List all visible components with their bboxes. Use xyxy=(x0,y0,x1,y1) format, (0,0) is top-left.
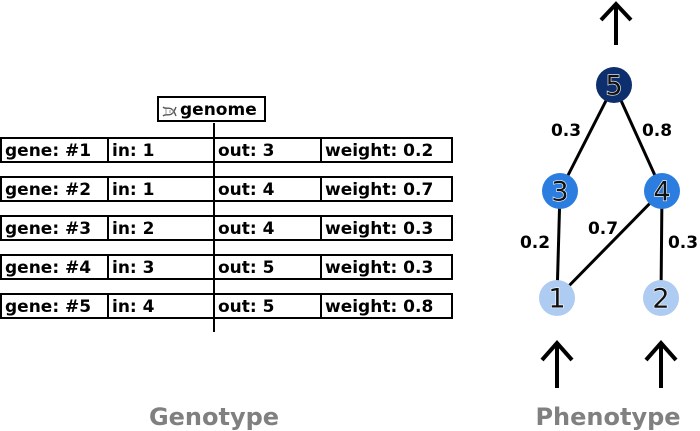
gene-cell-in: in: 1 xyxy=(112,180,154,200)
node-label: 5 xyxy=(605,71,622,102)
gene-cell-weight: weight: 0.8 xyxy=(325,297,433,317)
gene-cell-weight: weight: 0.2 xyxy=(325,141,433,161)
gene-cell-gene: gene: #5 xyxy=(5,297,91,317)
genome-label: genome xyxy=(180,100,257,120)
gene-cell-in: in: 4 xyxy=(112,297,155,317)
node-3: 3 xyxy=(542,173,578,209)
gene-cell-out: out: 5 xyxy=(218,258,274,278)
gene-cell-in: in: 1 xyxy=(112,141,154,161)
genotype-caption: Genotype xyxy=(149,403,279,431)
network-edges: 0.2 0.7 0.3 0.3 0.8 xyxy=(520,84,698,300)
edge-weight-label: 0.3 xyxy=(668,233,698,253)
input-arrow-icon-2 xyxy=(644,339,678,388)
edge-weight-label: 0.2 xyxy=(520,233,550,253)
edge-weight-label: 0.7 xyxy=(588,219,618,239)
gene-cell-gene: gene: #3 xyxy=(5,219,91,239)
gene-cell-gene: gene: #2 xyxy=(5,180,91,200)
node-label: 2 xyxy=(652,284,669,315)
gene-cell-out: out: 4 xyxy=(218,180,275,200)
node-5: 5 xyxy=(596,67,632,103)
input-arrow-icon-1 xyxy=(540,339,574,388)
node-1: 1 xyxy=(539,280,575,316)
gene-cell-weight: weight: 0.7 xyxy=(325,180,433,200)
node-4: 4 xyxy=(644,173,680,209)
gene-row: gene: #3 in: 2 out: 4 weight: 0.3 xyxy=(0,215,453,241)
gene-cell-gene: gene: #1 xyxy=(5,141,91,161)
node-2: 2 xyxy=(643,280,679,316)
edge-3-5 xyxy=(558,84,616,192)
node-label: 1 xyxy=(548,284,565,315)
phenotype-caption: Phenotype xyxy=(535,403,680,431)
gene-cell-out: out: 4 xyxy=(218,219,275,239)
gene-cell-weight: weight: 0.3 xyxy=(325,219,433,239)
gene-row: gene: #2 in: 1 out: 4 weight: 0.7 xyxy=(0,176,453,202)
edge-weight-label: 0.3 xyxy=(551,121,581,141)
dna-icon xyxy=(162,106,177,117)
network-nodes: 1 2 3 4 5 xyxy=(539,67,680,316)
gene-row: gene: #1 in: 1 out: 3 weight: 0.2 xyxy=(0,137,453,163)
gene-cell-in: in: 2 xyxy=(112,219,154,239)
gene-cell-out: out: 3 xyxy=(218,141,274,161)
edge-1-4 xyxy=(555,189,664,300)
edge-weight-label: 0.8 xyxy=(642,121,672,141)
output-arrow-icon xyxy=(599,1,633,45)
gene-row: gene: #5 in: 4 out: 5 weight: 0.8 xyxy=(0,293,453,319)
gene-cell-gene: gene: #4 xyxy=(5,258,91,278)
edge-4-5 xyxy=(612,84,664,192)
node-label: 4 xyxy=(653,177,670,208)
gene-cell-in: in: 3 xyxy=(112,258,154,278)
node-label: 3 xyxy=(551,177,568,208)
gene-row: gene: #4 in: 3 out: 5 weight: 0.3 xyxy=(0,254,453,280)
gene-cell-weight: weight: 0.3 xyxy=(325,258,433,278)
genome-label-box: genome xyxy=(157,96,266,122)
gene-cell-out: out: 5 xyxy=(218,297,274,317)
gene-table: gene: #1 in: 1 out: 3 weight: 0.2 gene: #2 in… xyxy=(0,137,453,319)
